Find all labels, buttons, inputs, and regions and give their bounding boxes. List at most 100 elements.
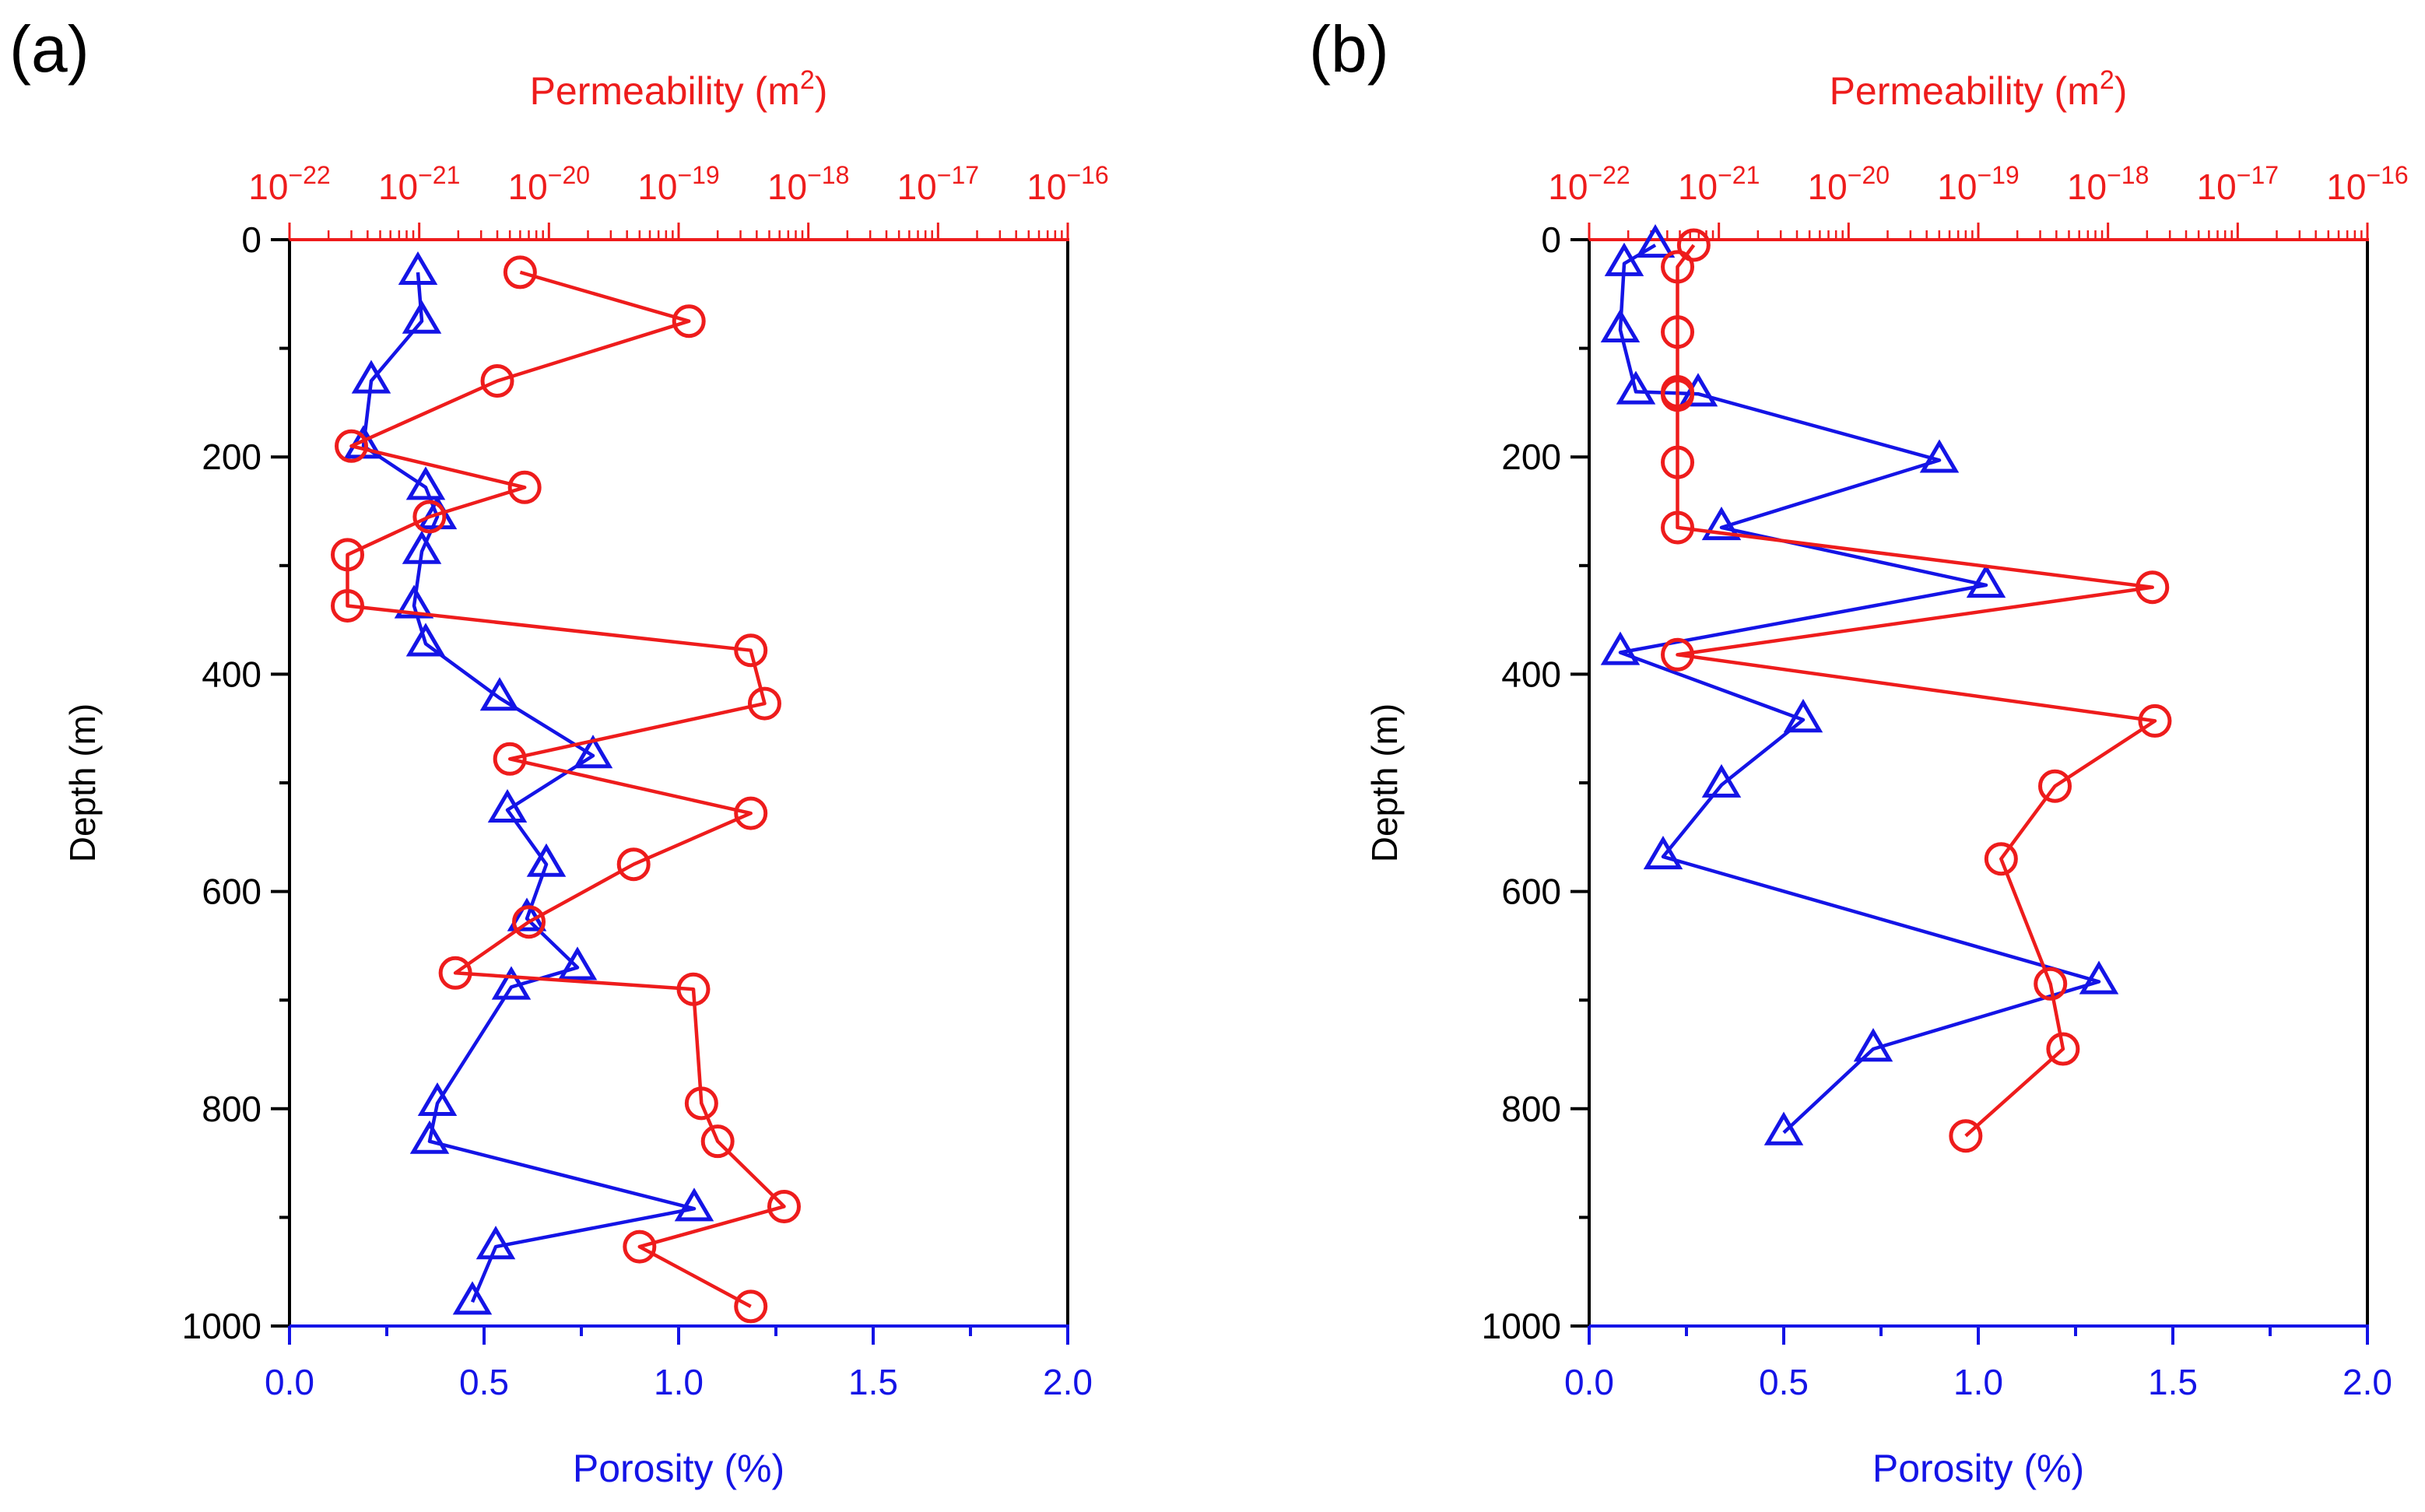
y-tick-label: 800 bbox=[1501, 1089, 1561, 1129]
x-bottom-tick-label: 2.0 bbox=[2343, 1362, 2392, 1402]
tick-exponent: −21 bbox=[418, 161, 460, 189]
tick-base: 10 bbox=[2067, 167, 2107, 207]
panel-b: (b) 0 200 400 600 800 1000 Depth (m) 0.0 0.5 1.0 1.… bbox=[1309, 12, 2409, 1490]
x-bottom-axis-label: Porosity (%) bbox=[573, 1447, 784, 1490]
y-tick-label: 200 bbox=[202, 437, 261, 477]
porosity-point bbox=[405, 623, 446, 657]
label-text: Permeability (m bbox=[1830, 69, 2100, 113]
panel-label: (a) bbox=[9, 12, 89, 86]
tick-base: 10 bbox=[767, 167, 807, 207]
porosity-point bbox=[394, 584, 434, 619]
y-tick-label: 400 bbox=[202, 654, 261, 694]
permeability-point bbox=[684, 1086, 718, 1121]
y-tick-label: 1000 bbox=[1482, 1306, 1561, 1346]
y-axis-label: Depth (m) bbox=[62, 703, 103, 862]
x-top-tick-label: 10−21 bbox=[1678, 161, 1760, 207]
permeability-point bbox=[512, 905, 546, 939]
permeability-point bbox=[335, 429, 369, 463]
tick-exponent: −20 bbox=[548, 161, 590, 189]
tick-base: 10 bbox=[248, 167, 288, 207]
panel-label: (b) bbox=[1309, 12, 1389, 86]
x-top-tick-label: 10−20 bbox=[1808, 161, 1890, 207]
x-top-axis-label: Permeability (m2) bbox=[530, 65, 828, 113]
porosity-point bbox=[507, 897, 547, 931]
permeability-point bbox=[493, 742, 527, 776]
porosity-point bbox=[409, 1120, 450, 1154]
porosity-point bbox=[487, 788, 528, 823]
tick-base: 10 bbox=[1027, 167, 1066, 207]
porosity-point bbox=[1604, 242, 1644, 276]
tick-base: 10 bbox=[897, 167, 937, 207]
x-bottom-tick-label: 1.5 bbox=[848, 1362, 898, 1402]
permeability-point bbox=[616, 847, 651, 882]
label-close: ) bbox=[2114, 69, 2128, 113]
porosity-point bbox=[351, 360, 391, 394]
porosity-point bbox=[1600, 631, 1641, 665]
porosity-point bbox=[1919, 439, 1960, 473]
x-bottom-tick-label: 0.5 bbox=[459, 1362, 509, 1402]
permeability-point bbox=[734, 633, 768, 668]
porosity-point bbox=[398, 251, 438, 285]
x-top-tick-label: 10−22 bbox=[1548, 161, 1630, 207]
x-top-tick-label: 10−19 bbox=[637, 161, 719, 207]
tick-base: 10 bbox=[1808, 167, 1848, 207]
x-bottom-tick-label: 1.5 bbox=[2148, 1362, 2198, 1402]
permeability-point bbox=[1661, 378, 1695, 412]
x-top-axis-label: Permeability (m2) bbox=[1830, 65, 2128, 113]
permeability-point bbox=[1661, 445, 1695, 479]
porosity-point bbox=[1635, 224, 1676, 258]
tick-base: 10 bbox=[508, 167, 548, 207]
permeability-point bbox=[676, 972, 711, 1006]
x-top-tick-label: 10−18 bbox=[2067, 161, 2149, 207]
tick-base: 10 bbox=[1548, 167, 1588, 207]
porosity-point bbox=[1600, 308, 1641, 342]
permeability-point bbox=[2138, 703, 2172, 738]
label-close: ) bbox=[815, 69, 828, 113]
permeability-point bbox=[747, 686, 781, 721]
x-bottom-tick-label: 0.0 bbox=[265, 1362, 314, 1402]
x-top-tick-label: 10−17 bbox=[897, 161, 979, 207]
tick-exponent: −16 bbox=[1066, 161, 1108, 189]
x-bottom-tick-label: 1.0 bbox=[654, 1362, 704, 1402]
x-top-tick-label: 10−20 bbox=[508, 161, 590, 207]
tick-exponent: −17 bbox=[937, 161, 979, 189]
panel-a: (a) 0 200 400 600 800 1000 Depth (m) 0.0 0.5 1.0 1.… bbox=[9, 12, 1109, 1490]
y-tick-label: 600 bbox=[1501, 872, 1561, 912]
y-tick-label: 1000 bbox=[182, 1306, 261, 1346]
x-bottom-tick-label: 0.0 bbox=[1564, 1362, 1614, 1402]
tick-exponent: −17 bbox=[2237, 161, 2279, 189]
permeability-point bbox=[1984, 842, 2018, 876]
tick-exponent: −18 bbox=[2107, 161, 2149, 189]
x-top-tick-label: 10−16 bbox=[1027, 161, 1108, 207]
permeability-point bbox=[2034, 966, 2068, 1001]
porosity-series-line bbox=[361, 272, 697, 1303]
permeability-point bbox=[2038, 769, 2072, 803]
porosity-point bbox=[2079, 960, 2119, 995]
permeability-point bbox=[412, 500, 447, 534]
porosity-point bbox=[402, 300, 442, 334]
permeability-point bbox=[734, 796, 768, 830]
tick-base: 10 bbox=[2326, 167, 2366, 207]
x-bottom-axis-label: Porosity (%) bbox=[1872, 1447, 2084, 1490]
porosity-point bbox=[573, 735, 613, 769]
tick-exponent: −18 bbox=[807, 161, 849, 189]
porosity-point bbox=[452, 1281, 493, 1315]
permeability-point bbox=[1949, 1119, 1983, 1153]
permeability-point bbox=[672, 304, 706, 339]
porosity-point bbox=[1853, 1028, 1893, 1062]
porosity-point bbox=[417, 1082, 458, 1116]
tick-exponent: −19 bbox=[677, 161, 719, 189]
permeability-point bbox=[700, 1124, 735, 1159]
porosity-point bbox=[1643, 835, 1683, 870]
y-tick-label: 0 bbox=[241, 219, 261, 260]
y-tick-label: 0 bbox=[1541, 219, 1561, 260]
porosity-point bbox=[1966, 563, 2006, 598]
porosity-point bbox=[674, 1187, 714, 1222]
x-bottom-tick-label: 1.0 bbox=[1953, 1362, 2003, 1402]
permeability-point bbox=[507, 470, 542, 504]
x-top-tick-label: 10−16 bbox=[2326, 161, 2408, 207]
y-tick-label: 400 bbox=[1501, 654, 1561, 694]
tick-exponent: −20 bbox=[1848, 161, 1890, 189]
